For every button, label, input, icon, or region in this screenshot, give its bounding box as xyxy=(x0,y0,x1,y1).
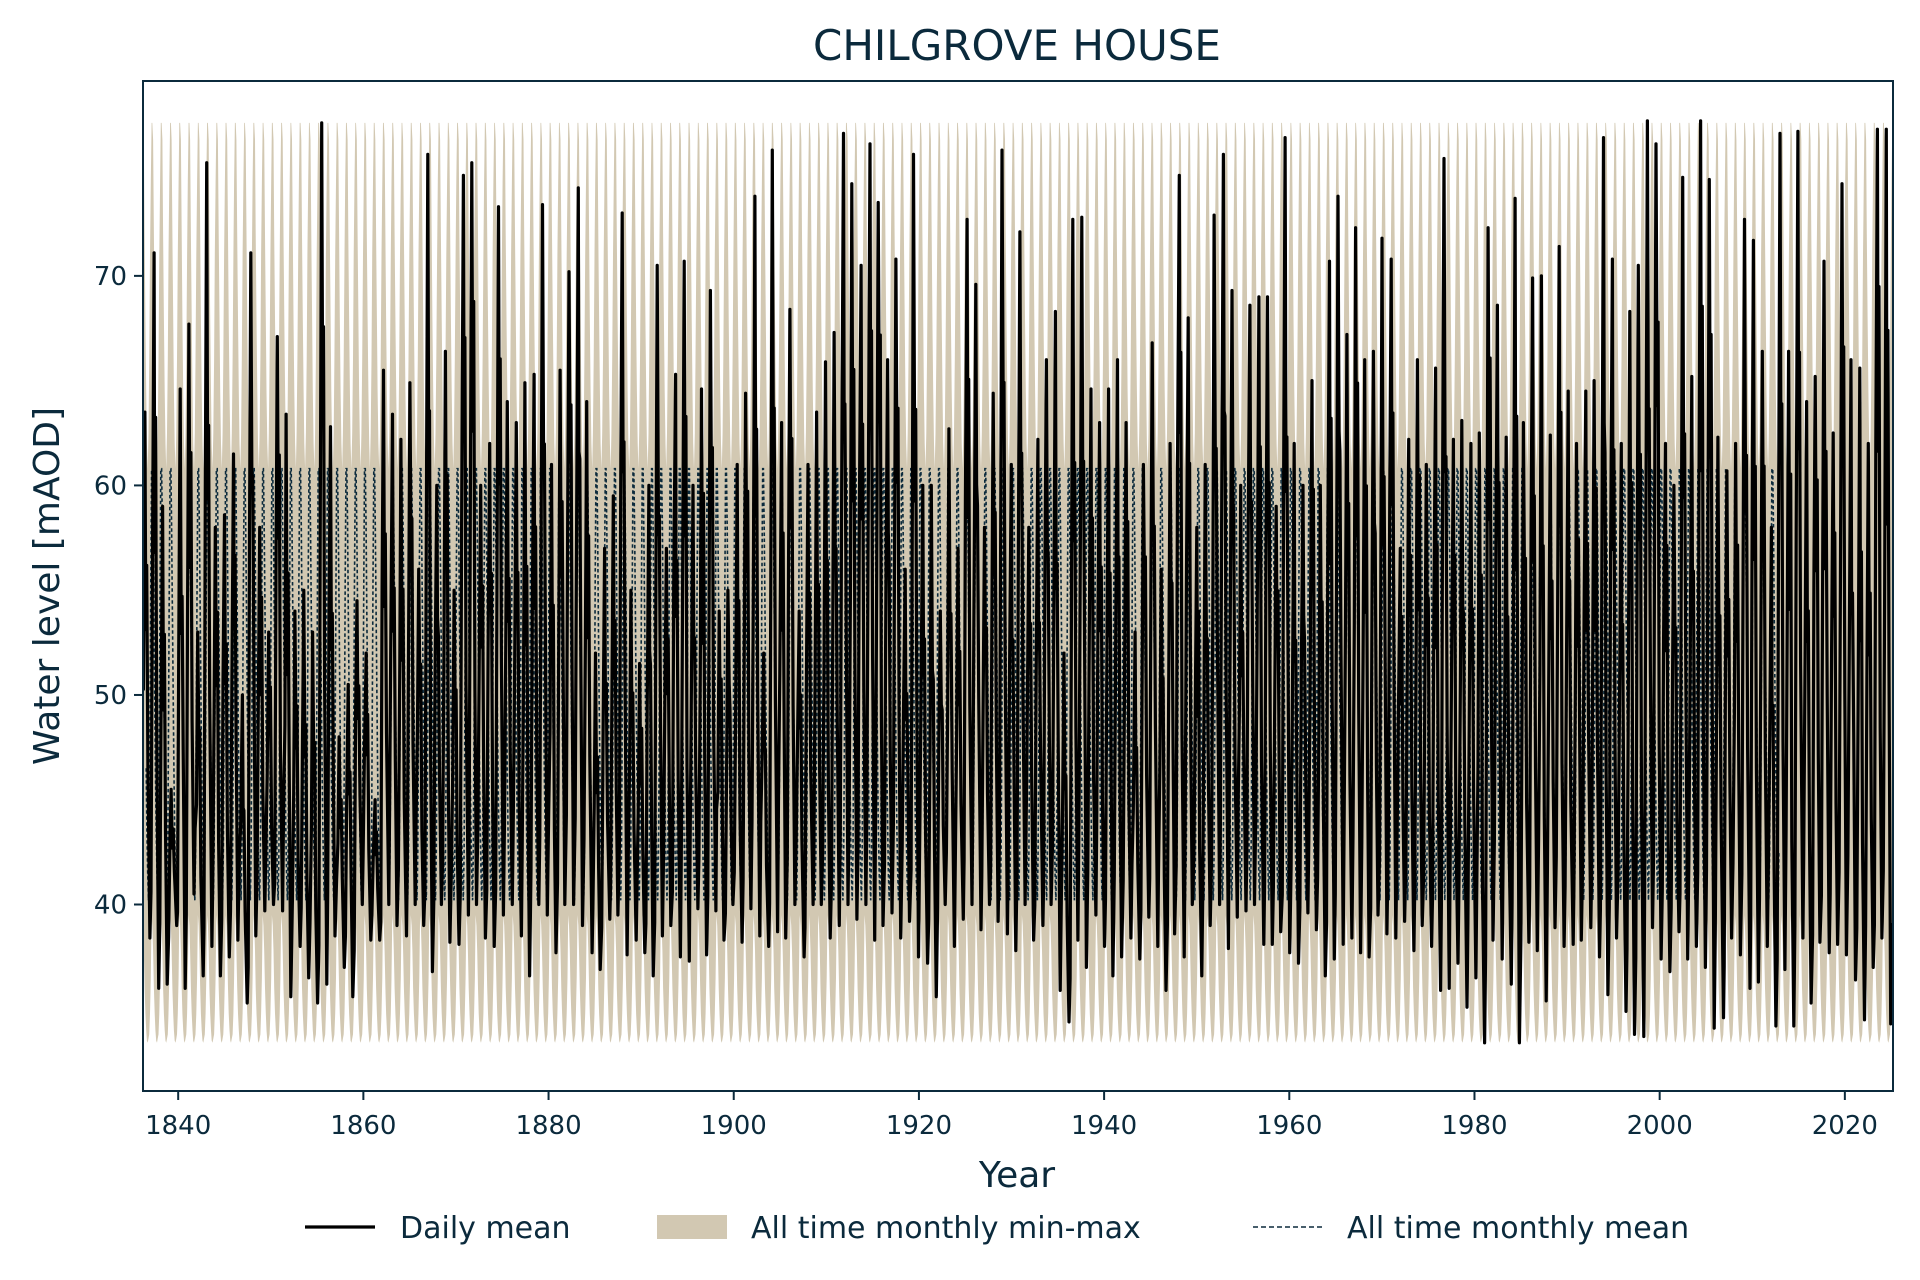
plot-frame xyxy=(142,80,1894,1092)
y-tick-label: 60 xyxy=(94,471,127,501)
legend-min-max-swatch xyxy=(657,1215,727,1239)
plot-area xyxy=(143,119,1893,1045)
chart-title: CHILGROVE HOUSE xyxy=(813,21,1221,70)
legend-monthly-mean-label: All time monthly mean xyxy=(1347,1211,1689,1246)
y-tick-label: 70 xyxy=(94,262,127,292)
x-tick-label: 1880 xyxy=(515,1111,581,1141)
legend-min-max-label: All time monthly min-max xyxy=(751,1211,1141,1246)
x-tick-label: 2020 xyxy=(1812,1111,1878,1141)
y-axis-label: Water level [mAOD] xyxy=(27,407,68,765)
y-axis: 40 50 60 70 xyxy=(94,262,143,921)
y-tick-label: 50 xyxy=(94,681,127,711)
x-axis: 1840 1860 1880 1900 1920 1940 1960 1980 2000 2020 xyxy=(145,1091,1878,1141)
x-tick-label: 1860 xyxy=(330,1111,396,1141)
y-tick-label: 40 xyxy=(94,891,127,921)
x-axis-label: Year xyxy=(978,1155,1055,1196)
legend: Daily mean All time monthly min-max All … xyxy=(305,1211,1689,1246)
legend-daily-mean-label: Daily mean xyxy=(400,1211,571,1246)
x-tick-label: 1900 xyxy=(701,1111,767,1141)
x-tick-label: 1920 xyxy=(886,1111,952,1141)
daily-mean-line xyxy=(143,119,1893,1045)
x-tick-label: 1980 xyxy=(1441,1111,1507,1141)
x-tick-label: 2000 xyxy=(1627,1111,1693,1141)
x-tick-label: 1840 xyxy=(145,1111,211,1141)
x-tick-label: 1940 xyxy=(1071,1111,1137,1141)
x-tick-label: 1960 xyxy=(1256,1111,1322,1141)
